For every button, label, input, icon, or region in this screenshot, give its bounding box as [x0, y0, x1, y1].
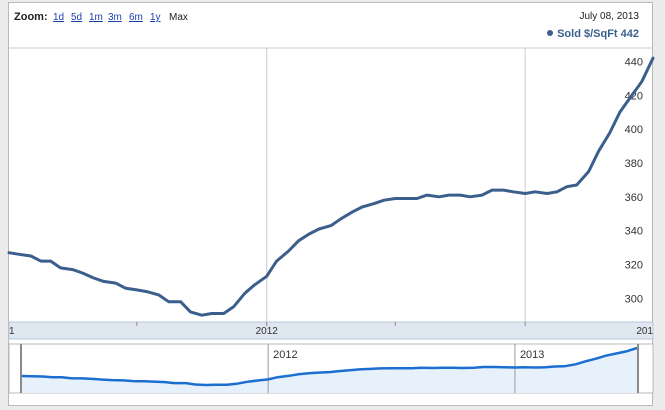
x-tick-label: 1: [9, 326, 15, 337]
y-tick-label: 400: [625, 124, 643, 136]
y-tick-label: 380: [625, 158, 643, 170]
y-tick-label: 440: [625, 57, 643, 69]
navigator-year-label: 2012: [273, 349, 297, 361]
navigator-right-handle[interactable]: [637, 344, 639, 393]
legend-entry[interactable]: Sold $/SqFt 442: [547, 28, 639, 40]
legend-marker-icon: [547, 30, 554, 36]
zoom-max-label: Max: [169, 12, 188, 23]
x-tick-label: 201: [636, 326, 653, 337]
legend-label: Sold $/SqFt 442: [557, 28, 639, 40]
x-axis: 1 2012 201: [8, 321, 654, 340]
zoom-label: Zoom:: [14, 11, 48, 23]
y-tick-label: 340: [625, 226, 643, 238]
series-layer: [7, 56, 655, 317]
zoom-1m-link[interactable]: 1m: [89, 12, 103, 23]
x-tick-label: 2012: [256, 326, 279, 337]
x-axis-band: [8, 321, 654, 340]
y-tick-label: 360: [625, 192, 643, 204]
chart-toolbar: Zoom: 1d 5d 1m 3m 6m 1y Max July 08, 201…: [8, 2, 653, 48]
zoom-1d-link[interactable]: 1d: [53, 12, 65, 23]
zoom-1y-link[interactable]: 1y: [150, 12, 161, 23]
zoom-3m-link[interactable]: 3m: [108, 12, 122, 23]
y-tick-label: 300: [625, 293, 643, 305]
series-line-sold-per-sqft: [7, 56, 655, 317]
navigator-left-handle[interactable]: [20, 344, 22, 393]
date-readout: July 08, 2013: [579, 11, 640, 22]
navigator-year-label: 2013: [520, 349, 544, 361]
y-tick-label: 320: [625, 259, 643, 271]
navigator-series-line: [21, 346, 638, 387]
navigator-area: [22, 348, 637, 393]
zoom-6m-link[interactable]: 6m: [129, 12, 143, 23]
zoom-5d-link[interactable]: 5d: [71, 12, 83, 23]
navigator[interactable]: 2012 2013: [8, 343, 654, 394]
